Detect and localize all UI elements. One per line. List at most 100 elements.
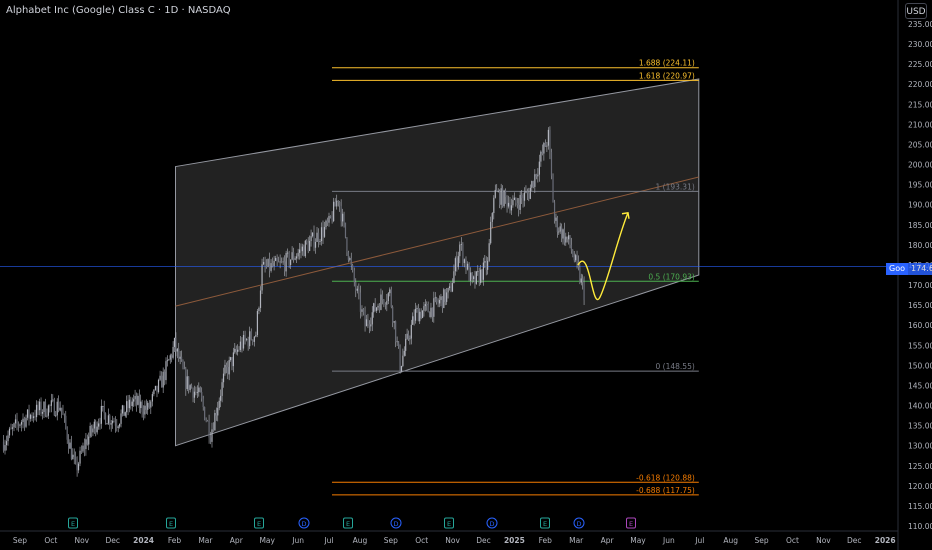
candle-body	[120, 413, 122, 424]
candle-body	[293, 252, 295, 260]
candle-body	[31, 414, 33, 419]
candle-body	[185, 368, 187, 390]
candle-body	[92, 428, 94, 433]
candle-body	[502, 188, 504, 207]
current-price-tag: Goo 174.61	[886, 263, 932, 275]
candle-body	[238, 349, 240, 351]
candle-body	[112, 420, 114, 424]
candle-body	[343, 213, 345, 223]
event-marker-letter: E	[169, 520, 173, 528]
candle-body	[41, 412, 44, 414]
candle-body	[128, 399, 131, 409]
candle-body	[162, 371, 164, 388]
candle-body	[507, 202, 510, 207]
candle-body	[347, 252, 349, 260]
x-tick-label: Dec	[105, 536, 120, 545]
candle-body	[22, 418, 24, 422]
candle-body	[368, 324, 370, 327]
candle-body	[573, 256, 575, 261]
candle-body	[141, 401, 143, 412]
candle-body	[341, 213, 344, 222]
candle-body	[278, 261, 280, 263]
candle-body	[547, 129, 549, 146]
candle-body	[402, 355, 404, 367]
candle-body	[20, 421, 23, 425]
candle-body	[329, 216, 332, 218]
candle-body	[380, 294, 382, 310]
candle-body	[405, 338, 407, 351]
earnings-marker	[626, 517, 636, 529]
candle-body	[387, 293, 389, 302]
candle-body	[73, 454, 75, 458]
candle-body	[339, 201, 341, 206]
candle-body	[35, 404, 38, 418]
x-tick-label: Jun	[662, 536, 675, 545]
candle-body	[304, 240, 306, 257]
candle-body	[570, 244, 573, 251]
candle-body	[16, 419, 18, 424]
candle-body	[325, 220, 327, 228]
x-tick-label: Jul	[323, 536, 333, 545]
candle-body	[565, 236, 567, 243]
candle-body	[103, 405, 105, 414]
candle-body	[377, 305, 379, 308]
candle-body	[491, 213, 493, 222]
candle-body	[66, 427, 68, 440]
fib-level-label: 1.618 (220.97)	[639, 71, 695, 80]
candle-body	[211, 429, 213, 442]
candle-body	[499, 191, 501, 205]
regression-channel	[175, 78, 700, 447]
candle-body	[192, 388, 194, 398]
current-price-value: 174.61	[908, 263, 932, 275]
y-tick-label: 125.00	[908, 462, 932, 471]
candle-body	[436, 297, 438, 303]
x-tick-label: Aug	[723, 536, 738, 545]
candle-body	[250, 331, 252, 340]
x-tick-label: Mar	[198, 536, 213, 545]
candle-body	[205, 419, 207, 421]
candle-body	[271, 263, 274, 267]
x-tick-label: Nov	[445, 536, 460, 545]
candle-body	[396, 341, 398, 343]
chart-title: Alphabet Inc (Google) Class C · 1D · NAS…	[6, 5, 231, 16]
candle-body	[309, 241, 311, 251]
candle-body	[207, 420, 209, 422]
candle-body	[465, 259, 467, 270]
candle-body	[204, 407, 206, 420]
candle-body	[537, 174, 539, 177]
candle-body	[116, 425, 118, 428]
candle-body	[147, 402, 149, 410]
candle-body	[82, 445, 84, 452]
y-tick-label: 210.00	[908, 120, 932, 129]
candle-body	[140, 401, 142, 408]
event-marker-letter: E	[543, 520, 547, 528]
candle-body	[25, 417, 27, 427]
x-tick-label: Oct	[415, 536, 428, 545]
candle-body	[463, 259, 466, 264]
candle-body	[199, 387, 201, 393]
candle-body	[217, 408, 219, 416]
y-tick-label: 215.00	[908, 100, 932, 109]
x-tick-label: Jul	[694, 536, 704, 545]
candle-body	[148, 402, 150, 408]
candle-body	[69, 442, 71, 449]
x-tick-label: 2025	[504, 536, 525, 545]
candle-body	[392, 306, 394, 323]
candle-body	[500, 188, 502, 205]
candle-body	[559, 226, 561, 232]
candle-body	[38, 401, 41, 411]
candle-body	[37, 404, 39, 411]
candle-body	[178, 348, 180, 359]
candle-body	[510, 205, 513, 211]
candle-body	[244, 334, 246, 340]
candle-body	[169, 355, 171, 360]
candle-body	[212, 429, 215, 431]
currency-button[interactable]: USD	[905, 3, 927, 19]
candle-body	[359, 292, 362, 312]
candle-body	[63, 414, 65, 416]
projection-arrowhead	[621, 211, 630, 219]
symbol-badge: Goo	[886, 263, 908, 275]
y-tick-label: 130.00	[908, 442, 932, 451]
